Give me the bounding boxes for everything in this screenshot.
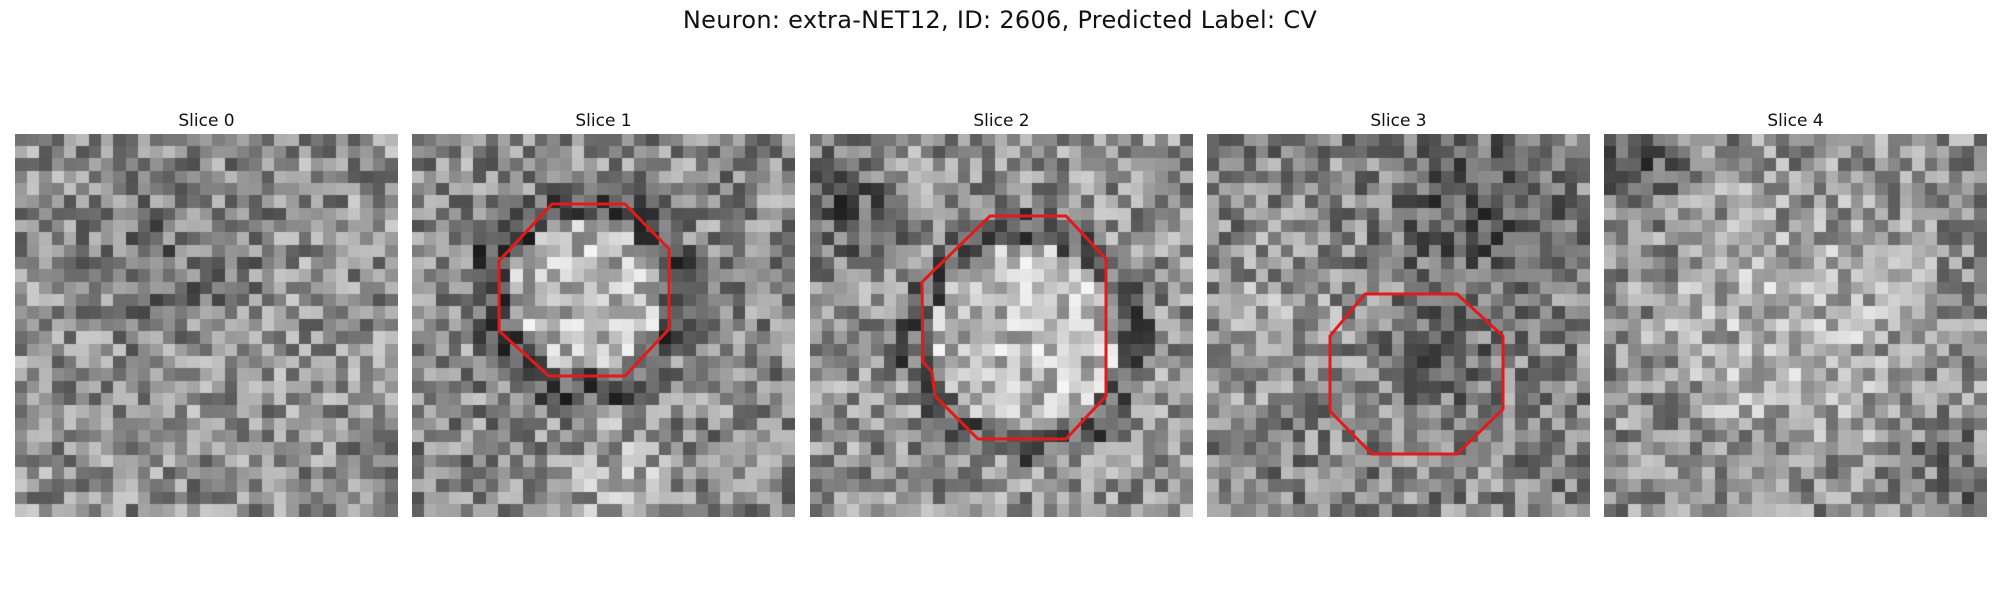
slice-image-2 — [810, 134, 1193, 517]
slice-label-0: Slice 0 — [178, 111, 235, 131]
slice-image-0 — [15, 134, 398, 517]
slice-image-4 — [1604, 134, 1987, 517]
roi-contour-3 — [1328, 292, 1505, 456]
slice-panel-2: Slice 2 — [810, 108, 1193, 517]
figure-title: Neuron: extra-NET12, ID: 2606, Predicted… — [682, 6, 1318, 34]
slice-panel-3: Slice 3 — [1207, 108, 1590, 517]
slice-image-1 — [412, 134, 795, 517]
slice-label-4: Slice 4 — [1767, 111, 1824, 131]
slice-panel-1: Slice 1 — [412, 108, 795, 517]
roi-contour-2 — [920, 214, 1108, 441]
slice-panel-4: Slice 4 — [1604, 108, 1987, 517]
slice-panel-0: Slice 0 — [15, 108, 398, 517]
slice-label-3: Slice 3 — [1370, 111, 1427, 131]
slice-label-1: Slice 1 — [575, 111, 632, 131]
roi-contour-1 — [497, 202, 671, 378]
slice-label-2: Slice 2 — [973, 111, 1030, 131]
